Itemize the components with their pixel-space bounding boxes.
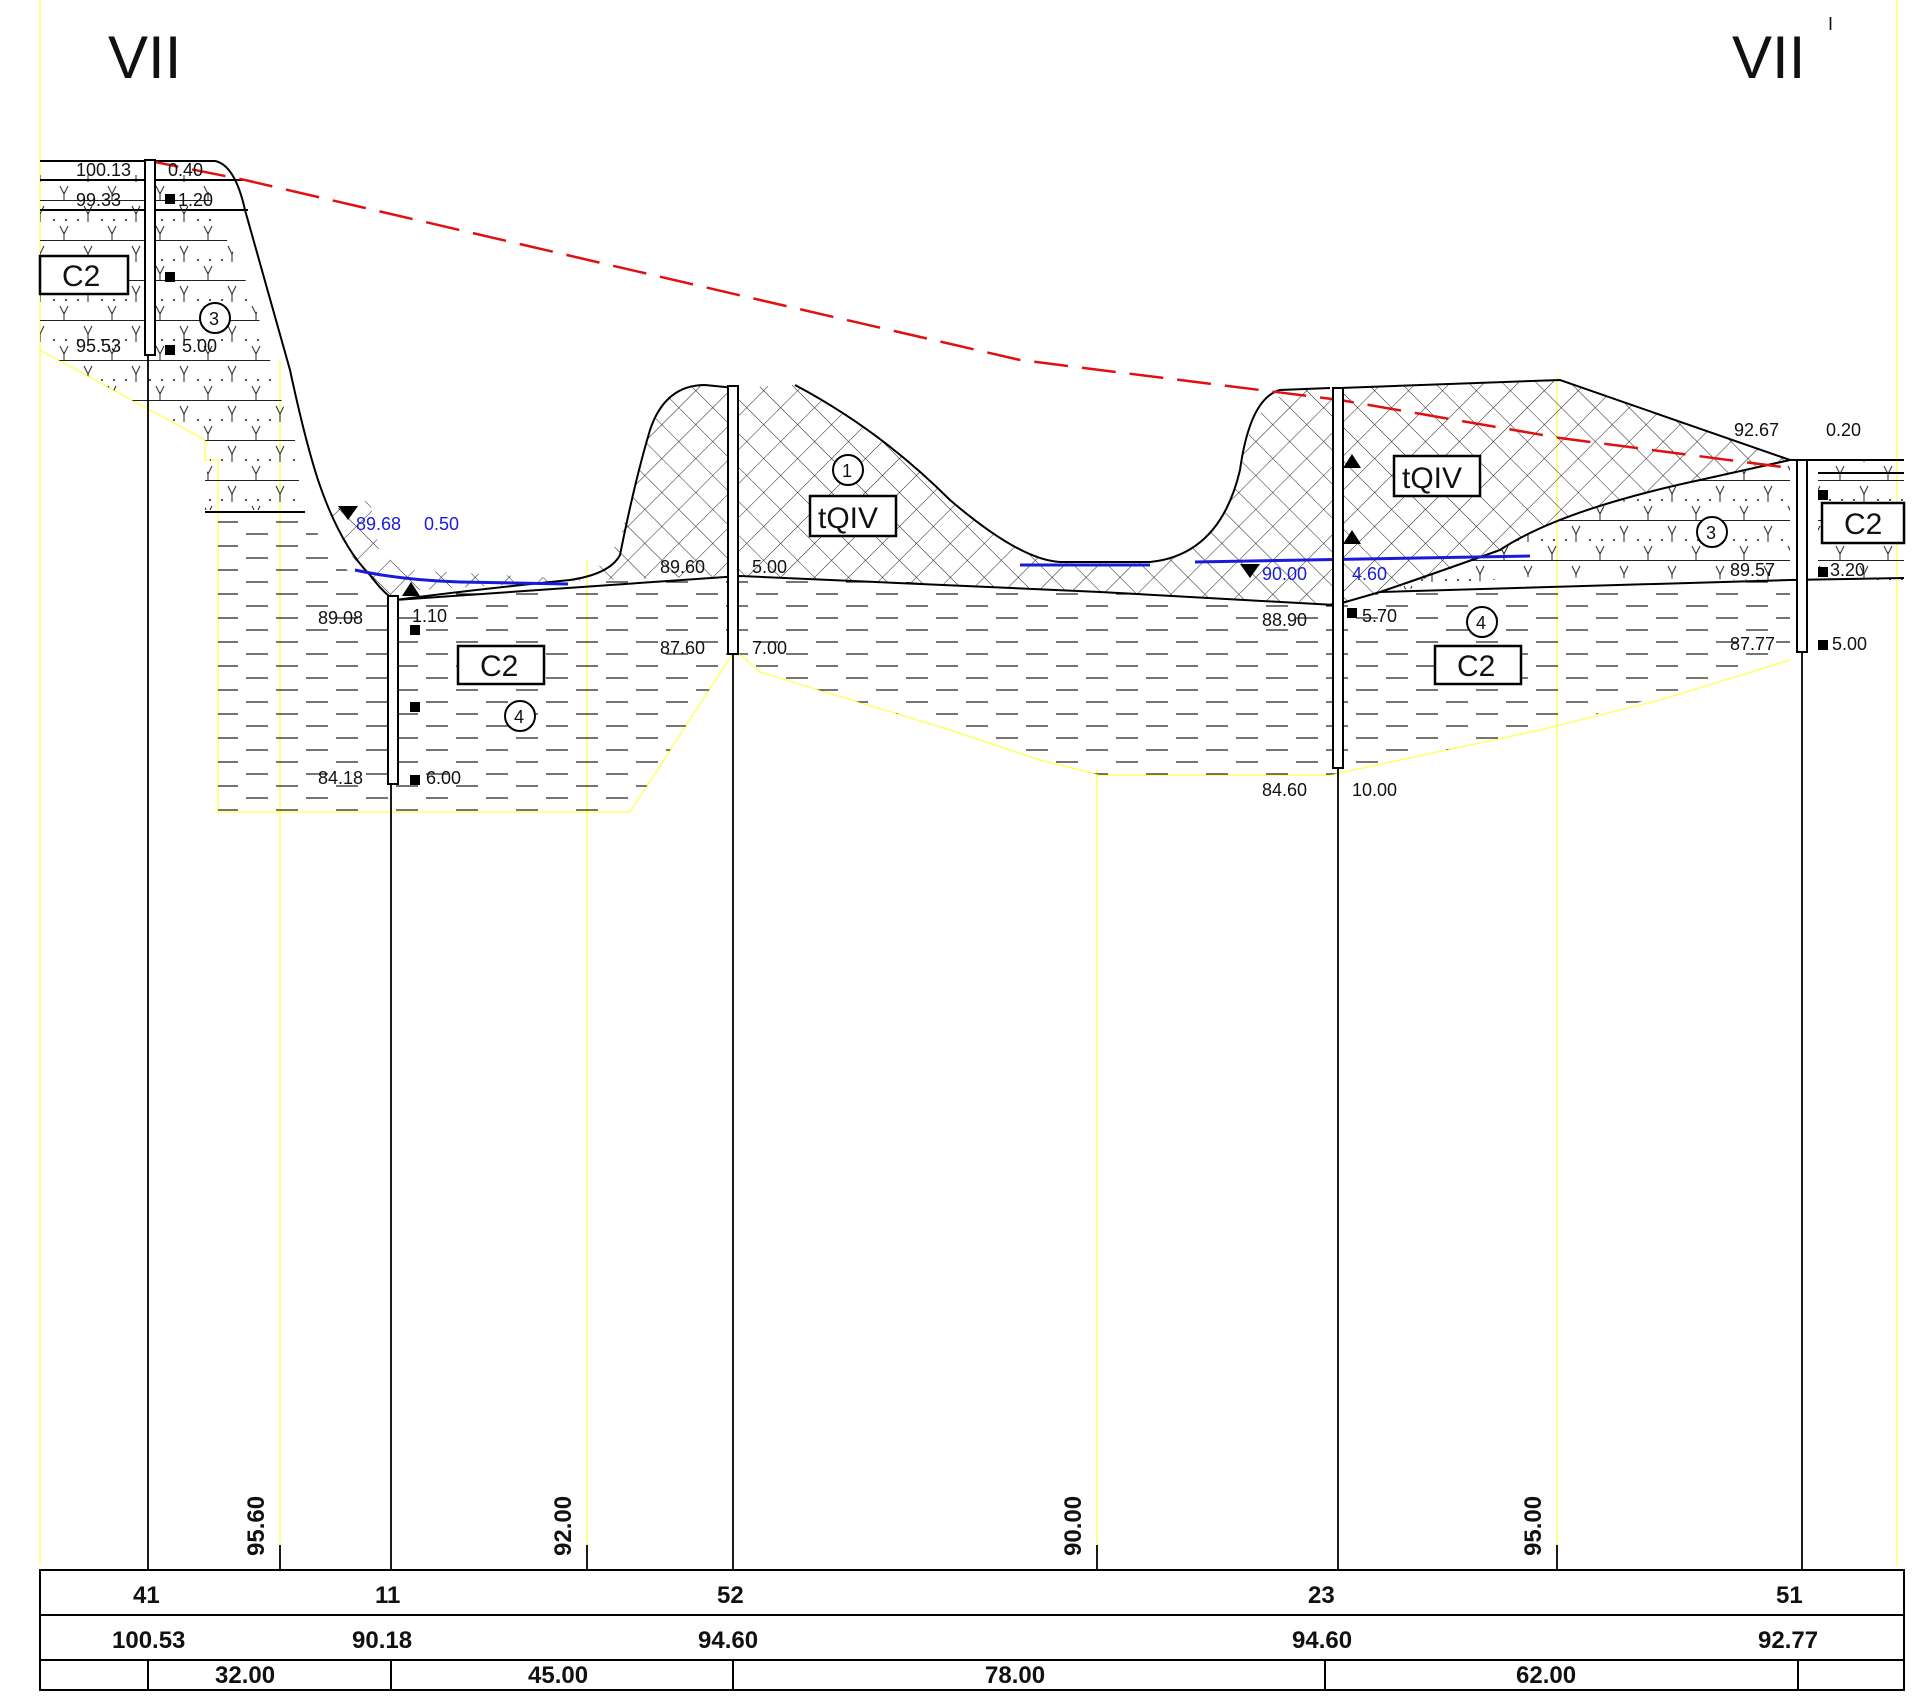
b51-top-elev: 92.67 bbox=[1734, 420, 1779, 440]
b52-bot-depth: 7.00 bbox=[752, 638, 787, 658]
b11-water-elev: 89.68 bbox=[356, 514, 401, 534]
soil-label-tqiv-a: tQIV bbox=[818, 502, 878, 535]
b41-top-elev: 100.13 bbox=[76, 160, 131, 180]
b11-bot-depth: 6.00 bbox=[426, 768, 461, 788]
ref-level-3: 90.00 bbox=[1060, 1496, 1087, 1556]
layer-4-fill bbox=[218, 512, 1790, 812]
b11-l-depth: 1.10 bbox=[412, 606, 447, 626]
b11-bot-elev: 84.18 bbox=[318, 768, 363, 788]
b41-l1-depth: 1.20 bbox=[178, 190, 213, 210]
b51-l-elev: 89.57 bbox=[1730, 560, 1775, 580]
dist-4: 62.00 bbox=[1516, 1662, 1576, 1689]
b23-bot-depth: 10.00 bbox=[1352, 780, 1397, 800]
layer-num-4a: 4 bbox=[514, 707, 524, 727]
b23-water-elev: 90.00 bbox=[1262, 564, 1307, 584]
borehole-51 bbox=[1796, 459, 1808, 653]
bore-id-41: 41 bbox=[133, 1582, 160, 1609]
dist-2: 45.00 bbox=[528, 1662, 588, 1689]
soil-label-tqiv-b: tQIV bbox=[1402, 462, 1462, 495]
borehole-23 bbox=[1332, 387, 1344, 769]
b51-bot-elev: 87.77 bbox=[1730, 634, 1775, 654]
dist-1: 32.00 bbox=[215, 1662, 275, 1689]
layer-circles bbox=[199, 302, 1728, 732]
borehole-11 bbox=[387, 595, 399, 785]
soil-label-c2-d: C2 bbox=[1844, 508, 1882, 541]
elev-41: 100.53 bbox=[112, 1627, 185, 1654]
elev-52: 94.60 bbox=[698, 1627, 758, 1654]
b41-top-depth: 0.40 bbox=[168, 160, 203, 180]
soil-boxes bbox=[38, 254, 1906, 686]
bore-id-52: 52 bbox=[717, 1582, 744, 1609]
boreholes bbox=[144, 159, 1808, 785]
elev-11: 90.18 bbox=[352, 1627, 412, 1654]
b11-l-elev: 89.08 bbox=[318, 608, 363, 628]
b52-bot-elev: 87.60 bbox=[660, 638, 705, 658]
soil-label-c2-a: C2 bbox=[62, 260, 100, 293]
design-line bbox=[144, 158, 1791, 470]
station-lines bbox=[147, 355, 1803, 1570]
section-end-label: VII bbox=[1732, 24, 1805, 91]
elev-51: 92.77 bbox=[1758, 1627, 1818, 1654]
sample-markers bbox=[165, 194, 1828, 785]
b41-l1-elev: 99.33 bbox=[76, 190, 121, 210]
b11-water-depth: 0.50 bbox=[424, 514, 459, 534]
water-lines bbox=[354, 554, 1531, 586]
layer-1-fill bbox=[330, 380, 1790, 605]
borehole-52 bbox=[727, 385, 739, 655]
b51-bot-depth: 5.00 bbox=[1832, 634, 1867, 654]
b51-l-depth: 3.20 bbox=[1830, 560, 1865, 580]
b41-bot-depth: 5.00 bbox=[182, 336, 217, 356]
ground-lines bbox=[40, 160, 1905, 607]
bore-id-23: 23 bbox=[1308, 1582, 1335, 1609]
bore-id-11: 11 bbox=[375, 1582, 400, 1609]
b41-bot-elev: 95.53 bbox=[76, 336, 121, 356]
b23-l-elev: 88.90 bbox=[1262, 610, 1307, 630]
layer-num-1: 1 bbox=[842, 461, 852, 481]
b52-l-elev: 89.60 bbox=[660, 557, 705, 577]
soil-label-c2-c: C2 bbox=[1457, 650, 1495, 683]
ref-level-1: 95.60 bbox=[243, 1496, 270, 1556]
ref-level-2: 92.00 bbox=[550, 1496, 577, 1556]
b23-bot-elev: 84.60 bbox=[1262, 780, 1307, 800]
layer-num-3b: 3 bbox=[1706, 523, 1716, 543]
b51-top-depth: 0.20 bbox=[1826, 420, 1861, 440]
section-start-label: VII bbox=[108, 24, 181, 91]
soil-label-c2-b: C2 bbox=[480, 650, 518, 683]
layer-num-4b: 4 bbox=[1476, 613, 1486, 633]
b52-l-depth: 5.00 bbox=[752, 557, 787, 577]
layer-num-3a: 3 bbox=[209, 309, 219, 329]
dist-3: 78.00 bbox=[985, 1662, 1045, 1689]
borehole-41 bbox=[144, 159, 156, 356]
elev-23: 94.60 bbox=[1292, 1627, 1352, 1654]
data-table bbox=[39, 1569, 1905, 1691]
ref-level-4: 95.00 bbox=[1520, 1496, 1547, 1556]
bore-id-51: 51 bbox=[1776, 1582, 1803, 1609]
b23-water-depth: 4.60 bbox=[1352, 564, 1387, 584]
b23-l-depth: 5.70 bbox=[1362, 606, 1397, 626]
section-end-prime: I bbox=[1828, 14, 1833, 34]
